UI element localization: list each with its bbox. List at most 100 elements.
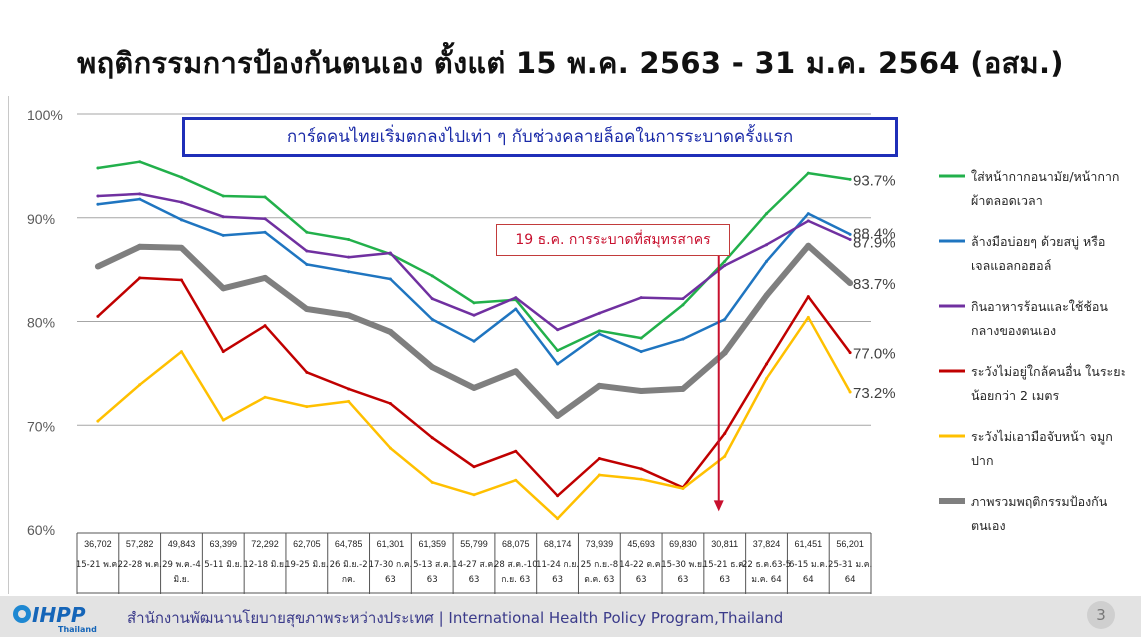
data-point bbox=[556, 362, 560, 366]
chart-area: 60% 70% 80% 90% 100% 93.7% 88.4% 87.9% 77.0% 73.2… bbox=[8, 96, 1125, 594]
category-period-label: 15-30 พ.ย. bbox=[661, 560, 704, 570]
event-callout: 19 ธ.ค. การระบาดที่สมุทรสาคร bbox=[496, 224, 730, 256]
data-point bbox=[347, 399, 351, 403]
data-point bbox=[305, 249, 309, 253]
data-point bbox=[472, 301, 476, 305]
y-tick-label: 60% bbox=[27, 522, 55, 538]
data-point bbox=[263, 230, 267, 234]
series-line bbox=[97, 160, 851, 352]
category-n-label: 36,702 bbox=[84, 539, 112, 549]
category-period-label: 63 bbox=[469, 575, 480, 585]
data-point bbox=[263, 395, 267, 399]
data-point bbox=[639, 296, 643, 300]
data-point bbox=[179, 175, 183, 179]
category-n-label: 68,174 bbox=[544, 539, 572, 549]
category-period-label: 14-27 ส.ค. bbox=[452, 560, 496, 570]
page-number: 3 bbox=[1087, 601, 1115, 629]
data-point bbox=[221, 233, 225, 237]
data-point bbox=[472, 465, 476, 469]
data-point bbox=[138, 160, 142, 164]
category-n-label: 69,830 bbox=[669, 539, 697, 549]
category-n-label: 68,075 bbox=[502, 539, 530, 549]
data-point bbox=[723, 454, 727, 458]
data-point bbox=[178, 244, 185, 251]
category-period-label: 28 ส.ค.-10 bbox=[494, 560, 538, 570]
data-point bbox=[263, 324, 267, 328]
data-point bbox=[639, 467, 643, 471]
category-period-label: 63 bbox=[552, 575, 563, 585]
legend-label: ปาก bbox=[971, 453, 994, 468]
data-point bbox=[554, 412, 561, 419]
category-n-label: 64,785 bbox=[335, 539, 363, 549]
end-value-label: 73.2% bbox=[853, 385, 896, 402]
data-point bbox=[848, 238, 852, 242]
y-tick-label: 90% bbox=[27, 211, 55, 227]
data-point bbox=[305, 262, 309, 266]
series-line bbox=[97, 316, 852, 520]
data-point bbox=[179, 218, 183, 222]
category-period-label: ต.ค. 63 bbox=[584, 575, 614, 585]
data-point bbox=[597, 332, 601, 336]
data-point bbox=[556, 349, 560, 353]
data-point bbox=[765, 259, 769, 263]
data-point bbox=[638, 388, 645, 395]
data-point bbox=[806, 219, 810, 223]
data-point bbox=[472, 339, 476, 343]
category-period-label: กค. bbox=[342, 575, 356, 585]
data-point bbox=[347, 255, 351, 259]
category-period-label: 26 มิ.ย.-2 bbox=[330, 560, 368, 570]
data-point bbox=[138, 197, 142, 201]
category-period-label: 63 bbox=[719, 575, 730, 585]
category-period-label: 64 bbox=[845, 575, 856, 585]
category-n-label: 63,399 bbox=[209, 539, 237, 549]
data-point bbox=[347, 270, 351, 274]
data-point bbox=[262, 274, 269, 281]
data-point bbox=[221, 418, 225, 422]
category-n-label: 56,201 bbox=[836, 539, 864, 549]
line-chart: 60% 70% 80% 90% 100% 93.7% 88.4%87.9% 77.0% 73.2… bbox=[27, 107, 1125, 594]
data-point bbox=[430, 480, 434, 484]
data-point bbox=[681, 303, 685, 307]
data-point bbox=[848, 177, 852, 181]
data-point bbox=[305, 370, 309, 374]
data-point bbox=[848, 351, 852, 355]
category-period-label: 63 bbox=[385, 575, 396, 585]
category-period-label: 63 bbox=[636, 575, 647, 585]
y-tick-label: 70% bbox=[27, 418, 55, 434]
data-point bbox=[806, 295, 810, 299]
data-point bbox=[179, 350, 183, 354]
category-period-label: 63 bbox=[678, 575, 689, 585]
category-n-label: 45,693 bbox=[627, 539, 655, 549]
data-point bbox=[848, 232, 852, 236]
category-n-label: 72,292 bbox=[251, 539, 279, 549]
category-period-label: 14-22 ต.ค. bbox=[619, 560, 663, 570]
category-period-label: มิ.ย. bbox=[173, 575, 189, 585]
data-point bbox=[138, 276, 142, 280]
legend-label: ภาพรวมพฤติกรรมป้องกัน bbox=[971, 494, 1108, 509]
data-point bbox=[388, 446, 392, 450]
data-point bbox=[679, 385, 686, 392]
data-point bbox=[514, 478, 518, 482]
data-point bbox=[512, 368, 519, 375]
category-n-label: 61,451 bbox=[795, 539, 823, 549]
legend-label: น้อยกว่า 2 เมตร bbox=[971, 388, 1060, 403]
annotation-banner: การ์ดคนไทยเริ่มตกลงไปเท่า ๆ กับช่วงคลายล… bbox=[182, 117, 898, 157]
data-point bbox=[806, 315, 810, 319]
data-point bbox=[179, 200, 183, 204]
category-n-label: 30,811 bbox=[711, 539, 738, 549]
legend-label: ล้างมือบ่อยๆ ด้วยสบู่ หรือ bbox=[971, 234, 1105, 250]
data-point bbox=[179, 278, 183, 282]
y-tick-label: 100% bbox=[27, 107, 63, 123]
data-point bbox=[723, 432, 727, 436]
category-period-label: 19-25 มิ.ย. bbox=[285, 560, 328, 570]
data-point bbox=[221, 194, 225, 198]
end-value-label: 77.0% bbox=[853, 346, 896, 363]
category-n-label: 61,301 bbox=[377, 539, 405, 549]
data-point bbox=[597, 329, 601, 333]
category-period-label: 29 พ.ค.-4 bbox=[162, 560, 201, 570]
data-point bbox=[681, 337, 685, 341]
category-n-label: 73,939 bbox=[586, 539, 614, 549]
end-value-label: 87.9% bbox=[853, 235, 896, 252]
category-period-label: 64 bbox=[803, 575, 814, 585]
category-n-label: 61,359 bbox=[418, 539, 446, 549]
